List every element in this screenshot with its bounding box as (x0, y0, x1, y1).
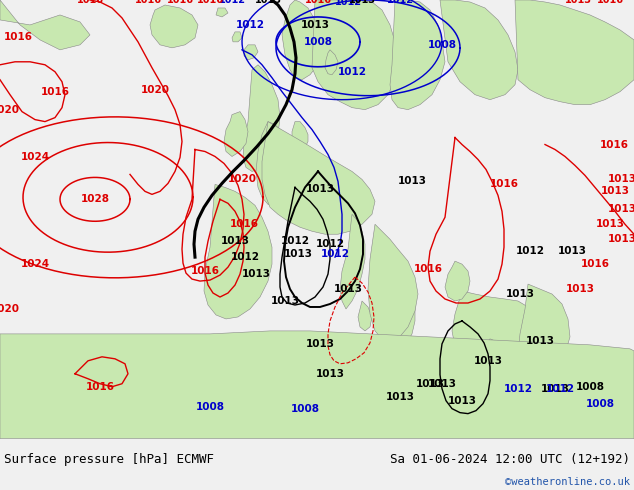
Text: 1020: 1020 (0, 105, 20, 115)
Text: Sa 01-06-2024 12:00 UTC (12+192): Sa 01-06-2024 12:00 UTC (12+192) (390, 453, 630, 466)
Text: 1012: 1012 (503, 384, 533, 393)
Text: 1013: 1013 (607, 174, 634, 184)
Text: 1013: 1013 (398, 176, 427, 186)
Text: 1016: 1016 (600, 140, 628, 149)
Text: 1016: 1016 (581, 259, 609, 269)
Polygon shape (244, 45, 258, 60)
Text: 1013: 1013 (505, 289, 534, 299)
Text: 1013: 1013 (427, 379, 456, 389)
Text: 1013: 1013 (301, 20, 330, 30)
Text: 1013: 1013 (306, 339, 335, 349)
Text: 1016: 1016 (597, 0, 623, 5)
Text: 1024: 1024 (20, 152, 49, 163)
Text: 1012: 1012 (545, 384, 574, 393)
Text: 1013: 1013 (333, 284, 363, 294)
Text: 1013: 1013 (607, 204, 634, 214)
Text: 1008: 1008 (195, 402, 224, 412)
Text: 1013: 1013 (385, 392, 415, 402)
Text: 1008: 1008 (427, 40, 456, 50)
Polygon shape (325, 50, 338, 75)
Text: 1013: 1013 (283, 249, 313, 259)
Polygon shape (204, 184, 272, 319)
Polygon shape (150, 5, 198, 48)
Text: 1013: 1013 (271, 296, 299, 306)
Text: 1012: 1012 (387, 0, 413, 5)
Polygon shape (224, 112, 248, 156)
Text: 1012: 1012 (515, 246, 545, 256)
Text: ©weatheronline.co.uk: ©weatheronline.co.uk (505, 477, 630, 488)
Text: 1012: 1012 (219, 0, 245, 5)
Text: 1013: 1013 (595, 219, 624, 229)
Polygon shape (358, 301, 372, 331)
Text: 1016: 1016 (413, 264, 443, 274)
Text: 1012: 1012 (280, 236, 309, 246)
Text: 1016: 1016 (41, 87, 70, 97)
Text: 1008: 1008 (304, 37, 332, 47)
Text: 1016: 1016 (167, 0, 193, 5)
Text: 1012: 1012 (316, 239, 344, 249)
Text: 1013: 1013 (541, 384, 569, 393)
Text: 1013: 1013 (557, 246, 586, 256)
Text: 1020: 1020 (0, 304, 20, 314)
Text: 1013: 1013 (448, 396, 477, 406)
Text: 1012: 1012 (337, 67, 366, 77)
Text: 1016: 1016 (77, 0, 103, 5)
Polygon shape (440, 0, 518, 99)
Text: 1013: 1013 (415, 379, 444, 389)
Text: 1013: 1013 (600, 186, 630, 196)
Text: 1016: 1016 (134, 0, 162, 5)
Text: 1013: 1013 (221, 236, 250, 246)
Polygon shape (390, 0, 445, 110)
Text: 1028: 1028 (81, 195, 110, 204)
Text: 1016: 1016 (304, 0, 332, 5)
Polygon shape (515, 0, 634, 105)
Polygon shape (282, 0, 322, 80)
Polygon shape (262, 122, 375, 234)
Polygon shape (0, 331, 634, 439)
Polygon shape (452, 291, 538, 377)
Polygon shape (232, 32, 242, 42)
Text: 1013: 1013 (607, 234, 634, 244)
Text: 1020: 1020 (228, 174, 257, 184)
Text: 1012: 1012 (235, 20, 264, 30)
Text: 1013: 1013 (316, 369, 344, 379)
Text: 1012: 1012 (335, 0, 361, 7)
Text: 1016: 1016 (86, 382, 115, 392)
Polygon shape (0, 0, 90, 50)
Text: 1013: 1013 (474, 356, 503, 366)
Text: 1012: 1012 (321, 249, 349, 259)
Polygon shape (292, 122, 308, 151)
Polygon shape (340, 214, 365, 309)
Text: 1016: 1016 (4, 32, 32, 42)
Text: 1008: 1008 (586, 399, 614, 409)
Text: 1008: 1008 (576, 382, 604, 392)
Polygon shape (445, 261, 470, 301)
Text: 1013: 1013 (526, 336, 555, 346)
Text: 1016: 1016 (197, 0, 224, 5)
Text: 1013: 1013 (564, 0, 592, 5)
Polygon shape (243, 65, 280, 172)
Polygon shape (434, 357, 445, 371)
Polygon shape (518, 284, 570, 374)
Text: 1013: 1013 (254, 0, 281, 5)
Text: 1012: 1012 (231, 252, 259, 262)
Polygon shape (486, 339, 498, 353)
Text: 1013: 1013 (242, 269, 271, 279)
Polygon shape (368, 224, 418, 344)
Text: 1013: 1013 (349, 0, 375, 5)
Polygon shape (388, 264, 415, 344)
Polygon shape (416, 347, 428, 361)
Text: 1024: 1024 (20, 259, 49, 269)
Text: 1020: 1020 (141, 85, 169, 95)
Text: 1013: 1013 (306, 184, 335, 195)
Text: Surface pressure [hPa] ECMWF: Surface pressure [hPa] ECMWF (4, 453, 214, 466)
Polygon shape (312, 0, 398, 110)
Polygon shape (256, 122, 295, 207)
Text: 1008: 1008 (290, 404, 320, 414)
Text: 1016: 1016 (190, 266, 219, 276)
Text: 1016: 1016 (489, 179, 519, 190)
Text: 1013: 1013 (566, 284, 595, 294)
Polygon shape (216, 8, 228, 17)
Text: 1016: 1016 (230, 219, 259, 229)
